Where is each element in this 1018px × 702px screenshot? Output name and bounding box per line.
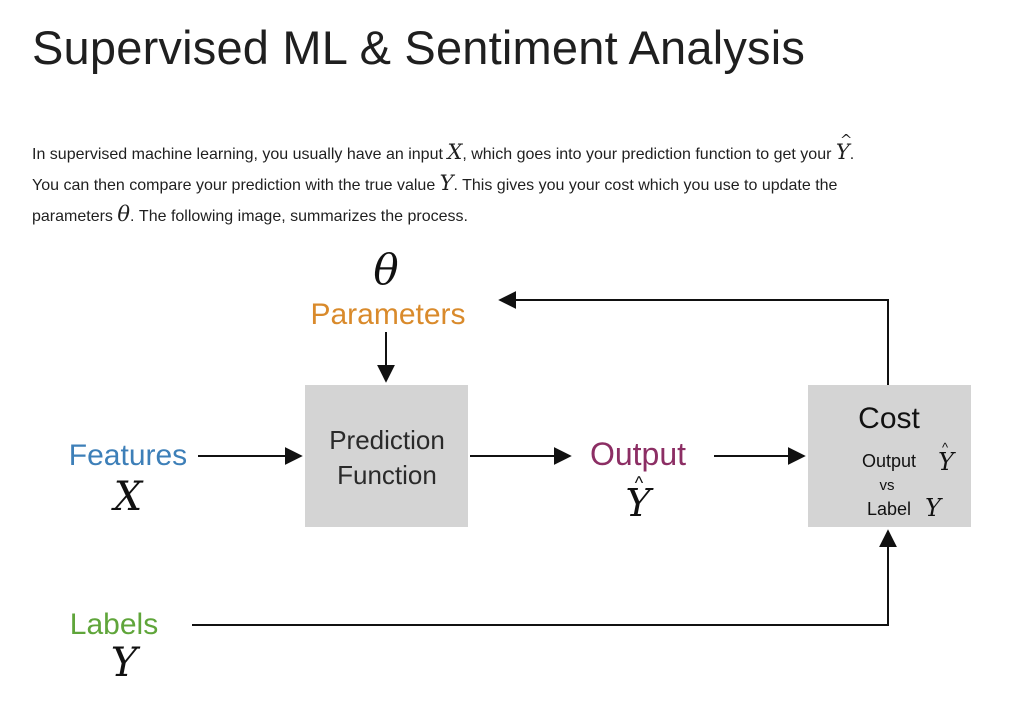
cost-output-label: Output <box>862 451 916 471</box>
theta-symbol: θ <box>373 245 398 294</box>
arrow-cost-to-parameters <box>498 291 889 385</box>
math-symbol-y: Y <box>439 171 454 195</box>
parameters-label: Parameters <box>310 298 465 331</box>
labels-y-symbol: Y <box>111 640 141 686</box>
intro-text: , which goes into your prediction functi… <box>462 146 836 163</box>
intro-text: . This gives you your cost which you use… <box>453 177 838 194</box>
math-symbol-x: X <box>447 140 463 164</box>
intro-text: . The following image, summarizes the pr… <box>130 208 468 225</box>
cost-label-label: Label <box>867 499 911 519</box>
cost-vs-label: vs <box>880 477 895 494</box>
math-symbol-y-hat: Y <box>836 126 852 167</box>
intro-text: parameters <box>32 208 118 225</box>
prediction-function-box <box>305 385 468 527</box>
prediction-function-label: Prediction <box>329 425 445 455</box>
output-hat-mark: ^ <box>635 473 644 493</box>
features-label: Features <box>69 439 187 472</box>
intro-paragraph: In supervised machine learning, you usua… <box>32 126 992 231</box>
intro-text: In supervised machine learning, you usua… <box>32 146 448 163</box>
prediction-function-label: Function <box>337 460 437 490</box>
cost-label: Cost <box>858 402 920 435</box>
cost-box <box>808 385 971 527</box>
cost-y-symbol: Y <box>925 494 943 522</box>
output-label: Output <box>590 436 686 472</box>
arrow-labels-to-cost <box>192 529 897 626</box>
intro-text: You can then compare your prediction wit… <box>32 177 440 194</box>
cost-y-hat-symbol: Y <box>938 448 956 476</box>
features-x-symbol: X <box>111 474 144 520</box>
labels-label: Labels <box>70 608 158 641</box>
math-symbol-theta: θ <box>117 202 131 226</box>
cost-hat-mark: ^ <box>942 440 949 455</box>
page-title: Supervised ML & Sentiment Analysis <box>32 21 806 74</box>
output-y-hat-symbol: Y <box>625 481 654 525</box>
